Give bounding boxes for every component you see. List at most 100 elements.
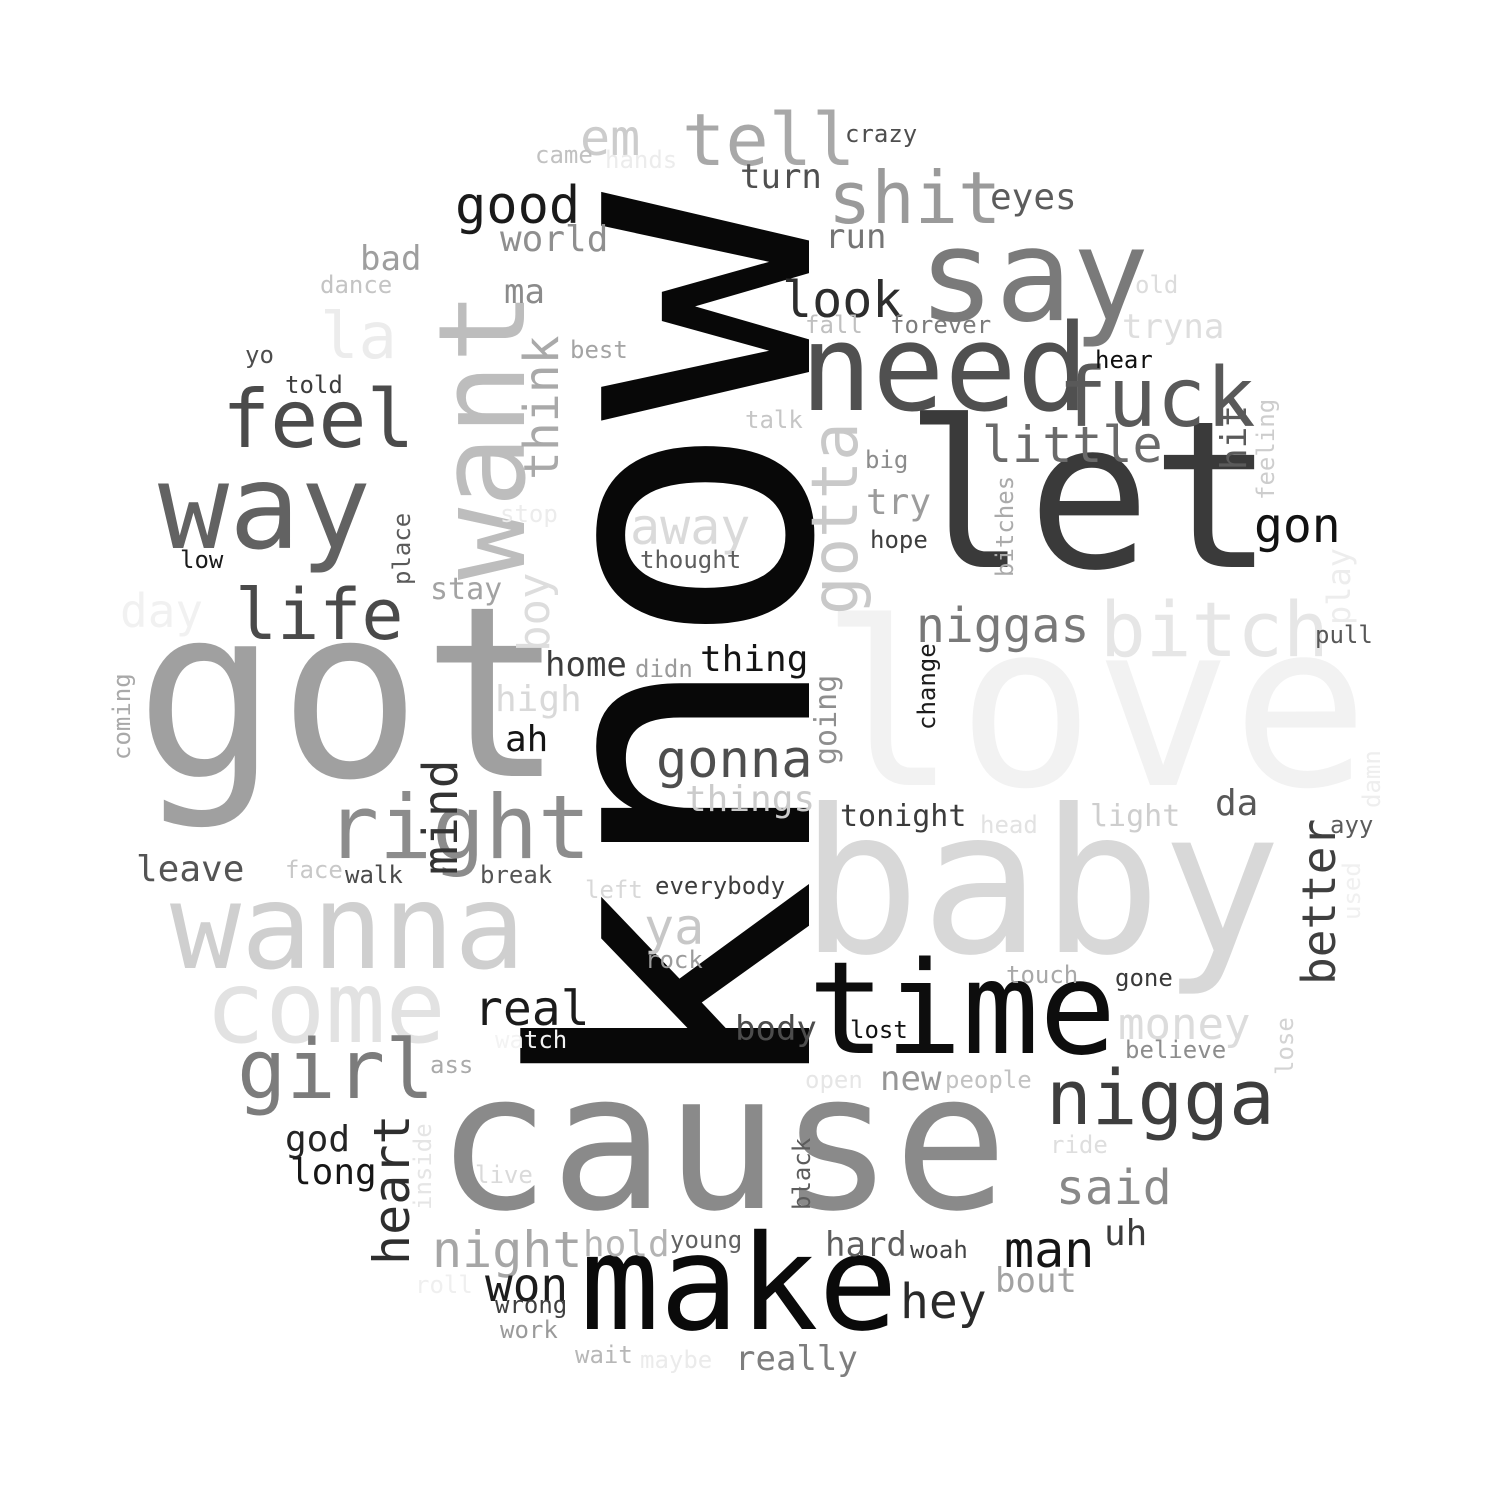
word-tryna: tryna bbox=[1122, 307, 1225, 347]
word-try: try bbox=[866, 482, 932, 523]
word-feel: feel bbox=[222, 373, 415, 466]
word-came: came bbox=[535, 141, 593, 169]
word-inside: inside bbox=[409, 1123, 437, 1210]
word-gonna: gonna bbox=[656, 730, 813, 790]
word-light: light bbox=[1090, 799, 1181, 834]
word-feeling: feeling bbox=[1252, 398, 1280, 500]
word-really: really bbox=[735, 1339, 858, 1379]
word-fall: fall bbox=[805, 311, 863, 339]
word-man: man bbox=[1004, 1221, 1095, 1279]
word-home: home bbox=[545, 645, 627, 685]
word-ya: ya bbox=[644, 898, 705, 956]
word-believe: believe bbox=[1125, 1036, 1227, 1064]
word-black: black bbox=[788, 1137, 816, 1210]
word-work: work bbox=[500, 1316, 558, 1344]
word-uh: uh bbox=[1104, 1213, 1148, 1254]
word-forever: forever bbox=[890, 311, 992, 339]
word-stay: stay bbox=[430, 572, 503, 607]
word-bad: bad bbox=[360, 239, 422, 279]
word-head: head bbox=[980, 811, 1038, 839]
word-best: best bbox=[570, 336, 628, 364]
word-ayy: ayy bbox=[1330, 811, 1374, 839]
word-walk: walk bbox=[345, 861, 403, 889]
word-day: day bbox=[120, 584, 204, 638]
word-tonight: tonight bbox=[840, 799, 967, 834]
word-time: time bbox=[808, 935, 1117, 1084]
word-god: god bbox=[285, 1119, 351, 1160]
word-look: look bbox=[782, 271, 903, 329]
word-break: break bbox=[480, 861, 553, 889]
word-place: place bbox=[388, 512, 416, 585]
word-left: left bbox=[585, 876, 643, 904]
word-won: won bbox=[485, 1258, 569, 1312]
word-little: little bbox=[982, 416, 1163, 474]
word-gon: gon bbox=[1254, 498, 1341, 554]
word-watch: watch bbox=[495, 1026, 568, 1054]
word-high: high bbox=[495, 679, 582, 720]
word-better: better bbox=[1292, 818, 1346, 985]
word-long: long bbox=[290, 1152, 377, 1193]
word-gotta: gotta bbox=[799, 422, 873, 615]
word-old: old bbox=[1135, 271, 1179, 299]
word-yo: yo bbox=[245, 341, 274, 369]
word-la: la bbox=[320, 300, 398, 374]
word-say: say bbox=[918, 202, 1150, 351]
word-said: said bbox=[1056, 1160, 1172, 1216]
word-world: world bbox=[500, 219, 609, 260]
word-big: big bbox=[865, 446, 909, 474]
word-bitch: bitch bbox=[1100, 585, 1329, 674]
word-hit: hit bbox=[1214, 404, 1255, 470]
word-didn: didn bbox=[635, 655, 693, 683]
word-ah: ah bbox=[505, 719, 549, 760]
word-touch: touch bbox=[1006, 961, 1079, 989]
word-maybe: maybe bbox=[640, 1346, 713, 1374]
word-rock: rock bbox=[645, 946, 703, 974]
word-play: play bbox=[1320, 547, 1358, 625]
word-turn: turn bbox=[740, 157, 822, 197]
word-used: used bbox=[1338, 862, 1366, 920]
word-lost: lost bbox=[850, 1016, 908, 1044]
word-right: right bbox=[326, 776, 591, 879]
word-gone: gone bbox=[1115, 964, 1173, 992]
word-coming: coming bbox=[108, 673, 136, 760]
word-hard: hard bbox=[825, 1225, 907, 1265]
word-woah: woah bbox=[910, 1236, 968, 1264]
word-wanna: wanna bbox=[170, 858, 526, 996]
word-tell: tell bbox=[682, 98, 856, 182]
word-lose: lose bbox=[1271, 1017, 1299, 1075]
word-niggas: niggas bbox=[916, 598, 1090, 654]
word-thing: thing bbox=[700, 639, 809, 680]
word-mind: mind bbox=[413, 759, 469, 875]
word-crazy: crazy bbox=[845, 120, 918, 148]
word-hey: hey bbox=[900, 1274, 987, 1330]
word-low: low bbox=[180, 546, 224, 574]
word-wait: wait bbox=[575, 1341, 633, 1369]
word-live: live bbox=[475, 1161, 533, 1189]
word-em: em bbox=[580, 109, 641, 167]
word-hope: hope bbox=[870, 526, 928, 554]
word-girl: girl bbox=[237, 1023, 435, 1118]
word-ass: ass bbox=[430, 1051, 474, 1079]
word-stop: stop bbox=[500, 500, 558, 528]
word-boy: boy bbox=[509, 572, 560, 652]
word-baby: baby bbox=[800, 767, 1282, 1000]
word-young: young bbox=[670, 1226, 743, 1254]
word-bitches: bitches bbox=[991, 475, 1019, 577]
word-think: think bbox=[514, 335, 570, 481]
word-thought: thought bbox=[640, 546, 742, 574]
word-shit: shit bbox=[828, 156, 1002, 240]
word-real: real bbox=[474, 981, 590, 1037]
word-talk: talk bbox=[745, 406, 803, 434]
word-going: going bbox=[809, 674, 844, 765]
word-fuck: fuck bbox=[1058, 351, 1256, 446]
word-hear: hear bbox=[1095, 346, 1153, 374]
word-need: need bbox=[800, 300, 1089, 439]
word-come: come bbox=[205, 949, 446, 1066]
word-told: told bbox=[285, 371, 343, 399]
word-da: da bbox=[1215, 783, 1259, 824]
word-let: let bbox=[904, 378, 1275, 616]
word-roll: roll bbox=[415, 1271, 473, 1299]
word-everybody: everybody bbox=[655, 872, 786, 900]
word-cause: cause bbox=[436, 1032, 1008, 1253]
